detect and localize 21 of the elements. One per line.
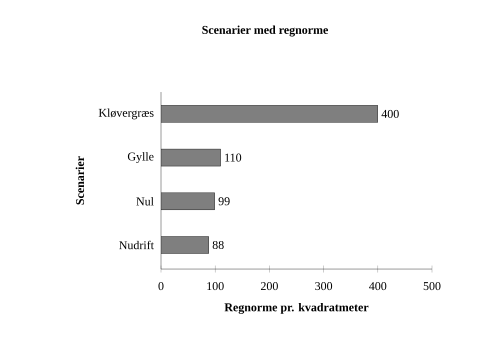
x-tick-label: 400 bbox=[369, 282, 386, 290]
data-label: 99 bbox=[218, 197, 230, 206]
y-tick-label: Kløvergræs bbox=[98, 108, 154, 120]
bar bbox=[161, 192, 215, 210]
x-tick-label: 500 bbox=[424, 282, 441, 290]
x-tick-label: 0 bbox=[158, 282, 164, 290]
y-axis-title: Scenarier bbox=[76, 156, 84, 204]
chart-title: Scenarier med regnorme bbox=[202, 26, 328, 36]
y-tick-label: Nul bbox=[136, 197, 154, 206]
data-label: 88 bbox=[212, 240, 224, 250]
bar bbox=[161, 148, 221, 166]
bar bbox=[161, 105, 378, 123]
x-tick-label: 200 bbox=[260, 282, 278, 290]
x-tick-label: 300 bbox=[315, 282, 332, 290]
x-axis-title: Regnorme pr. kvadratmeter bbox=[224, 302, 368, 314]
y-tick-label: Gylle bbox=[128, 152, 154, 164]
x-tick-label: 100 bbox=[207, 282, 224, 290]
bar bbox=[161, 236, 209, 254]
y-tick-label: Nudrift bbox=[119, 240, 154, 250]
data-label: 110 bbox=[225, 154, 242, 162]
data-label: 400 bbox=[382, 110, 399, 118]
